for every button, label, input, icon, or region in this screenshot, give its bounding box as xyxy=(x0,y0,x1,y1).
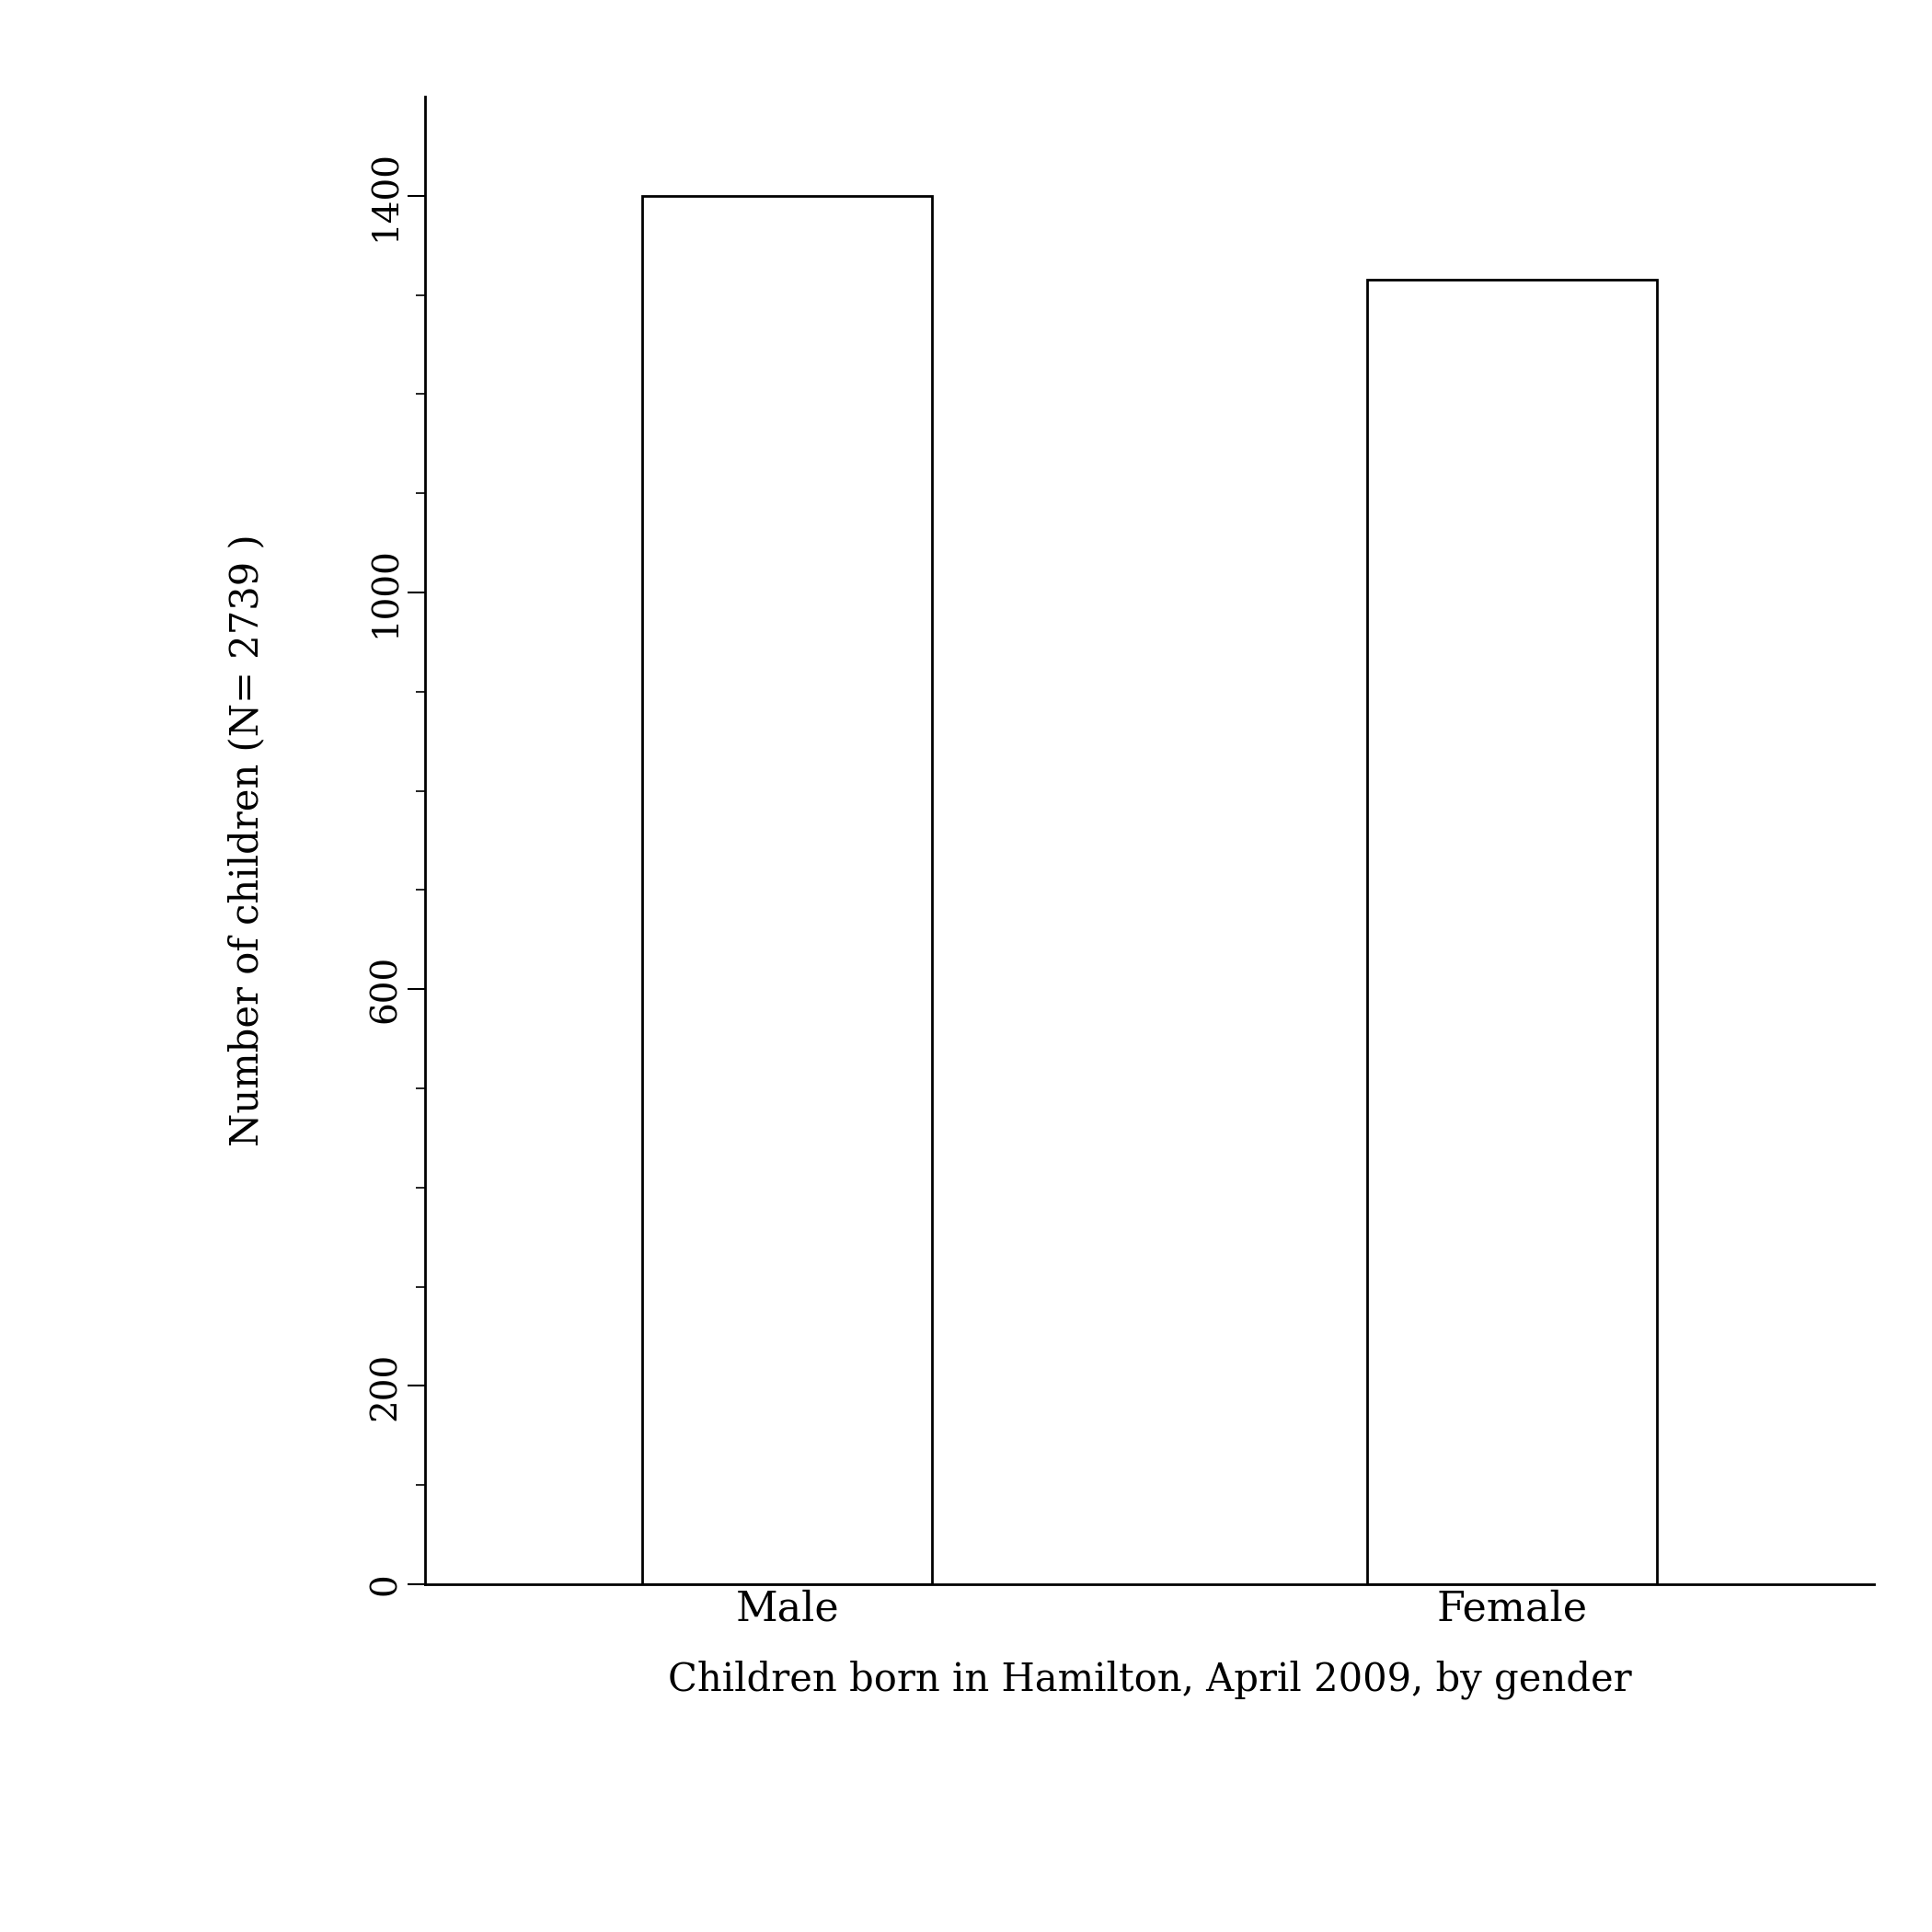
Y-axis label: Number of children (N= 2739 ): Number of children (N= 2739 ) xyxy=(228,535,267,1146)
Bar xyxy=(641,195,931,1584)
X-axis label: Children born in Hamilton, April 2009, by gender: Children born in Hamilton, April 2009, b… xyxy=(668,1660,1631,1700)
Bar xyxy=(1368,280,1658,1584)
